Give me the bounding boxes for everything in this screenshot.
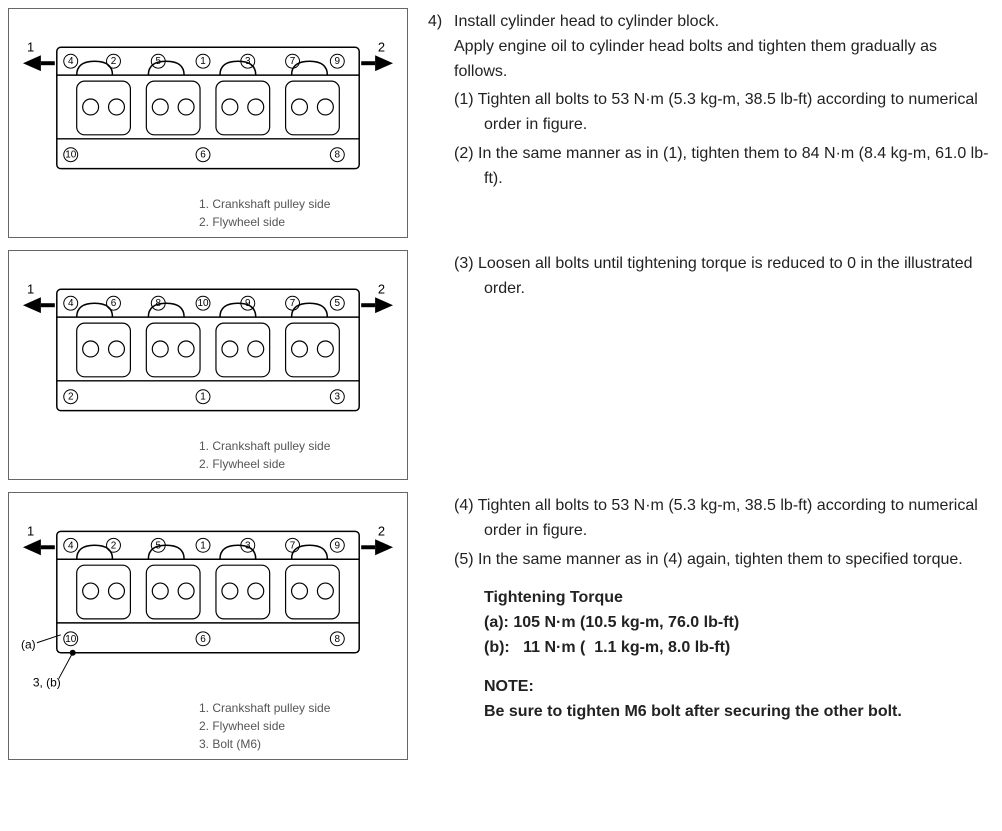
figure-3-box: 1 2 xyxy=(8,492,408,760)
svg-text:10: 10 xyxy=(65,150,77,161)
svg-text:2: 2 xyxy=(111,540,117,551)
bolt-numbers: 4 2 5 1 3 7 9 10 6 8 xyxy=(65,540,340,645)
svg-text:6: 6 xyxy=(200,150,206,161)
callout-3b: 3, (b) xyxy=(33,676,61,690)
bolt-circles xyxy=(64,54,345,161)
svg-text:2: 2 xyxy=(68,392,74,403)
fig3-left-label: 1 xyxy=(27,523,34,538)
svg-text:3: 3 xyxy=(245,540,251,551)
step-4-line2: Apply engine oil to cylinder head bolts … xyxy=(454,35,994,85)
svg-text:8: 8 xyxy=(335,150,341,161)
substep-1: (1) Tighten all bolts to 53 N·m (5.3 kg-… xyxy=(454,88,994,138)
legend-line: 2. Flywheel side xyxy=(199,717,397,735)
figure-2-svg: 1 2 xyxy=(19,261,397,431)
figure-2-diagram: 1 2 xyxy=(19,261,397,431)
svg-text:7: 7 xyxy=(290,540,296,551)
arrow-right-icon xyxy=(375,55,393,71)
svg-text:1: 1 xyxy=(200,540,206,551)
note-body: Be sure to tighten M6 bolt after securin… xyxy=(484,700,994,725)
page: 1 2 xyxy=(8,8,994,760)
figure-2-box: 1 2 xyxy=(8,250,408,480)
tt-title: Tightening Torque xyxy=(484,586,994,611)
figure-1-svg: 1 2 xyxy=(19,19,397,189)
fig1-right-label: 2 xyxy=(378,39,385,54)
svg-text:2: 2 xyxy=(111,56,117,67)
svg-text:9: 9 xyxy=(245,298,251,309)
svg-text:6: 6 xyxy=(200,634,206,645)
step-4-line1: 4)Install cylinder head to cylinder bloc… xyxy=(428,10,994,35)
svg-text:1: 1 xyxy=(200,392,206,403)
legend-line: 2. Flywheel side xyxy=(199,213,397,231)
row-1: 1 2 xyxy=(8,8,994,238)
row-2: 1 2 xyxy=(8,250,994,480)
legend-line: 3. Bolt (M6) xyxy=(199,735,397,753)
figure-3-svg: 1 2 xyxy=(19,503,397,693)
note-title: NOTE: xyxy=(484,675,994,700)
note-block: NOTE: Be sure to tighten M6 bolt after s… xyxy=(454,675,994,725)
svg-text:10: 10 xyxy=(197,298,209,309)
fig3-right-label: 2 xyxy=(378,523,385,538)
fig2-left-label: 1 xyxy=(27,281,34,296)
figure-1-diagram: 1 2 xyxy=(19,19,397,189)
figure-3-diagram: 1 2 xyxy=(19,503,397,693)
svg-text:7: 7 xyxy=(290,298,296,309)
substep-4: (4) Tighten all bolts to 53 N·m (5.3 kg-… xyxy=(454,494,994,544)
step-number: 4) xyxy=(428,10,454,35)
svg-text:10: 10 xyxy=(65,634,77,645)
figure-3-legend: 1. Crankshaft pulley side 2. Flywheel si… xyxy=(19,699,397,753)
svg-text:8: 8 xyxy=(335,634,341,645)
figure-2-legend: 1. Crankshaft pulley side 2. Flywheel si… xyxy=(19,437,397,473)
substep-3: (3) Loosen all bolts until tightening to… xyxy=(454,252,994,302)
substep-5: (5) In the same manner as in (4) again, … xyxy=(454,548,994,573)
fig2-right-label: 2 xyxy=(378,281,385,296)
arrow-left-icon xyxy=(23,539,41,555)
svg-text:5: 5 xyxy=(155,540,161,551)
svg-text:9: 9 xyxy=(335,56,341,67)
arrow-right-icon xyxy=(375,297,393,313)
arrow-left-icon xyxy=(23,55,41,71)
tt-a: (a): 105 N·m (10.5 kg-m, 76.0 lb-ft) xyxy=(484,611,994,636)
text-block-1: 4)Install cylinder head to cylinder bloc… xyxy=(428,8,994,196)
engine-block xyxy=(57,47,359,168)
svg-text:9: 9 xyxy=(335,540,341,551)
figure-1-legend: 1. Crankshaft pulley side 2. Flywheel si… xyxy=(19,195,397,231)
svg-text:3: 3 xyxy=(245,56,251,67)
svg-text:7: 7 xyxy=(290,56,296,67)
legend-line: 1. Crankshaft pulley side xyxy=(199,195,397,213)
svg-text:4: 4 xyxy=(68,56,74,67)
svg-text:4: 4 xyxy=(68,298,74,309)
svg-text:5: 5 xyxy=(335,298,341,309)
tightening-torque-block: Tightening Torque (a): 105 N·m (10.5 kg-… xyxy=(454,586,994,660)
step-text: Install cylinder head to cylinder block. xyxy=(454,13,719,30)
bolt-numbers: 4 2 5 1 3 7 9 10 6 8 xyxy=(65,56,340,161)
legend-line: 2. Flywheel side xyxy=(199,455,397,473)
svg-text:4: 4 xyxy=(68,540,74,551)
svg-text:6: 6 xyxy=(111,298,117,309)
engine-block xyxy=(37,531,359,678)
tt-b: (b): 11 N·m ( 1.1 kg-m, 8.0 lb-ft) xyxy=(484,636,994,661)
text-block-3: (4) Tighten all bolts to 53 N·m (5.3 kg-… xyxy=(428,492,994,724)
svg-text:1: 1 xyxy=(200,56,206,67)
callout-a: (a) xyxy=(21,638,36,652)
substep-2: (2) In the same manner as in (1), tighte… xyxy=(454,142,994,192)
fig1-left-label: 1 xyxy=(27,39,34,54)
figure-1-box: 1 2 xyxy=(8,8,408,238)
svg-text:8: 8 xyxy=(155,298,161,309)
row-3: 1 2 xyxy=(8,492,994,760)
legend-line: 1. Crankshaft pulley side xyxy=(199,699,397,717)
text-block-2: (3) Loosen all bolts until tightening to… xyxy=(428,250,994,306)
svg-text:5: 5 xyxy=(155,56,161,67)
svg-text:3: 3 xyxy=(335,392,341,403)
arrow-left-icon xyxy=(23,297,41,313)
arrow-right-icon xyxy=(375,539,393,555)
legend-line: 1. Crankshaft pulley side xyxy=(199,437,397,455)
